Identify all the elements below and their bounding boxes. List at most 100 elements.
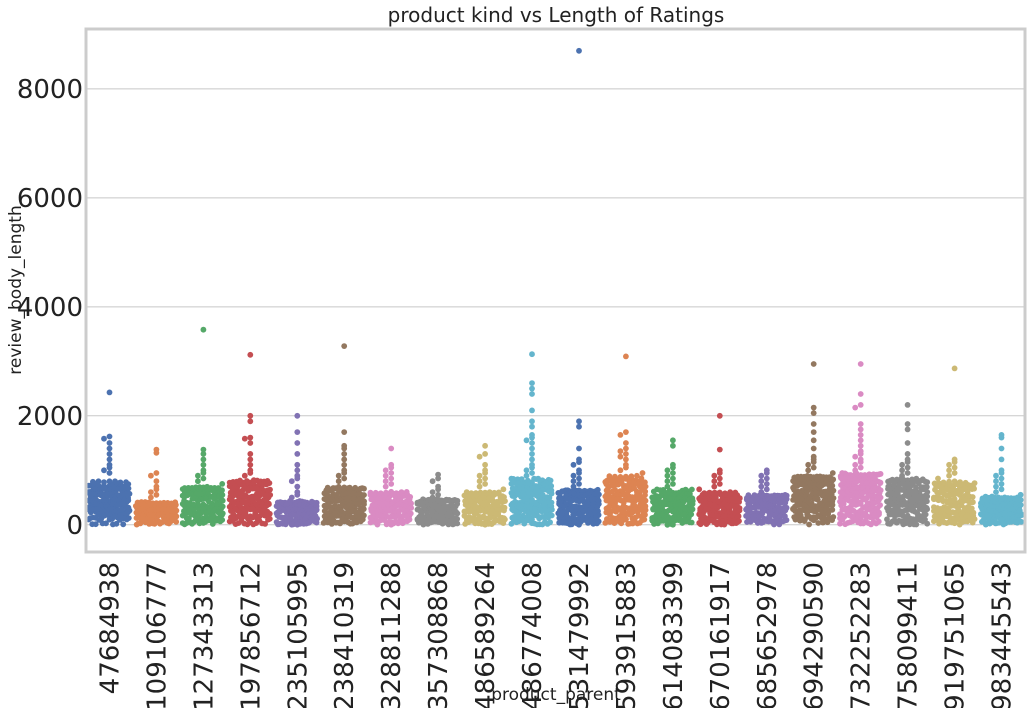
- data-point: [341, 445, 348, 452]
- data-point: [500, 486, 507, 493]
- data-point: [634, 472, 640, 479]
- data-point: [435, 491, 441, 498]
- data-point: [743, 513, 749, 519]
- data-point: [273, 503, 280, 509]
- data-point: [226, 518, 233, 525]
- data-point: [857, 464, 864, 471]
- data-point: [200, 461, 207, 468]
- data-point: [576, 423, 582, 430]
- data-point: [360, 506, 367, 512]
- data-point: [810, 445, 817, 452]
- data-point: [200, 326, 207, 333]
- data-point: [743, 506, 749, 513]
- data-point: [904, 421, 911, 427]
- data-point: [429, 489, 436, 495]
- data-point: [179, 512, 186, 519]
- data-point: [482, 451, 488, 457]
- data-point: [842, 521, 849, 528]
- data-point: [829, 506, 836, 513]
- data-point: [547, 519, 553, 526]
- y-tick-labels: 0 2000 4000 6000 8000: [17, 75, 83, 541]
- data-point: [951, 365, 958, 372]
- x-tick-label: 593915883: [612, 562, 642, 708]
- data-point: [650, 488, 657, 495]
- data-point: [529, 456, 535, 463]
- data-point: [126, 507, 133, 514]
- data-point: [476, 478, 483, 485]
- data-point: [576, 47, 582, 54]
- data-point: [857, 442, 864, 449]
- data-point: [576, 459, 582, 465]
- data-point: [123, 516, 130, 523]
- data-point: [548, 512, 555, 519]
- data-point: [476, 453, 483, 460]
- data-point: [247, 412, 254, 419]
- data-point: [876, 511, 882, 518]
- data-point: [148, 494, 154, 501]
- data-point: [838, 502, 845, 509]
- data-point: [931, 496, 937, 503]
- data-point: [294, 467, 301, 474]
- data-point: [711, 478, 718, 485]
- data-point: [179, 501, 186, 507]
- x-tick-label: 357308868: [424, 562, 454, 708]
- data-point: [247, 470, 254, 476]
- data-point: [696, 520, 703, 526]
- data-point: [954, 516, 961, 523]
- data-point: [993, 472, 999, 479]
- data-point: [946, 461, 952, 468]
- data-point: [617, 448, 624, 455]
- x-tick-label: 197856712: [236, 562, 266, 708]
- data-point: [106, 389, 113, 396]
- x-tick-label: 109106777: [142, 562, 172, 708]
- data-point: [482, 442, 488, 449]
- data-point: [970, 499, 976, 506]
- data-point: [294, 483, 301, 490]
- data-point: [153, 478, 160, 485]
- data-point: [716, 481, 723, 487]
- data-point: [200, 470, 207, 476]
- data-point: [367, 519, 374, 526]
- data-point: [688, 519, 695, 526]
- data-point: [838, 475, 844, 481]
- data-point: [523, 472, 530, 479]
- data-point: [820, 519, 826, 526]
- x-tick-label: 758099411: [894, 562, 924, 708]
- data-point: [461, 508, 468, 515]
- data-point: [791, 486, 797, 493]
- y-axis-label: review_body_length: [6, 205, 26, 374]
- data-points: [85, 47, 1025, 528]
- x-tick-label: 328811288: [377, 562, 407, 708]
- data-point: [247, 456, 254, 463]
- data-point: [688, 511, 695, 518]
- data-point: [100, 485, 106, 492]
- data-point: [382, 472, 389, 479]
- x-tick-label: 685652978: [753, 562, 783, 708]
- data-point: [321, 502, 328, 509]
- data-point: [857, 391, 864, 397]
- y-tick-label: 2000: [17, 402, 83, 432]
- data-point: [462, 501, 469, 508]
- data-point: [744, 519, 750, 525]
- data-point: [805, 467, 812, 474]
- data-point: [482, 461, 488, 468]
- data-point: [341, 343, 348, 349]
- data-point: [529, 380, 535, 386]
- data-point: [824, 519, 831, 526]
- data-point: [388, 445, 395, 452]
- data-point: [555, 490, 562, 496]
- data-point: [670, 464, 676, 471]
- data-point: [320, 520, 327, 526]
- data-point: [368, 508, 375, 514]
- data-point: [595, 512, 602, 518]
- data-point: [904, 426, 911, 433]
- data-point: [689, 486, 695, 493]
- x-tick-labels: 47684938 109106777 127343313 197856712 23510…: [95, 562, 1017, 708]
- data-point: [763, 475, 770, 482]
- data-point: [736, 499, 742, 505]
- data-point: [978, 511, 985, 518]
- data-point: [810, 361, 817, 367]
- data-point: [495, 511, 502, 518]
- data-point: [758, 483, 765, 490]
